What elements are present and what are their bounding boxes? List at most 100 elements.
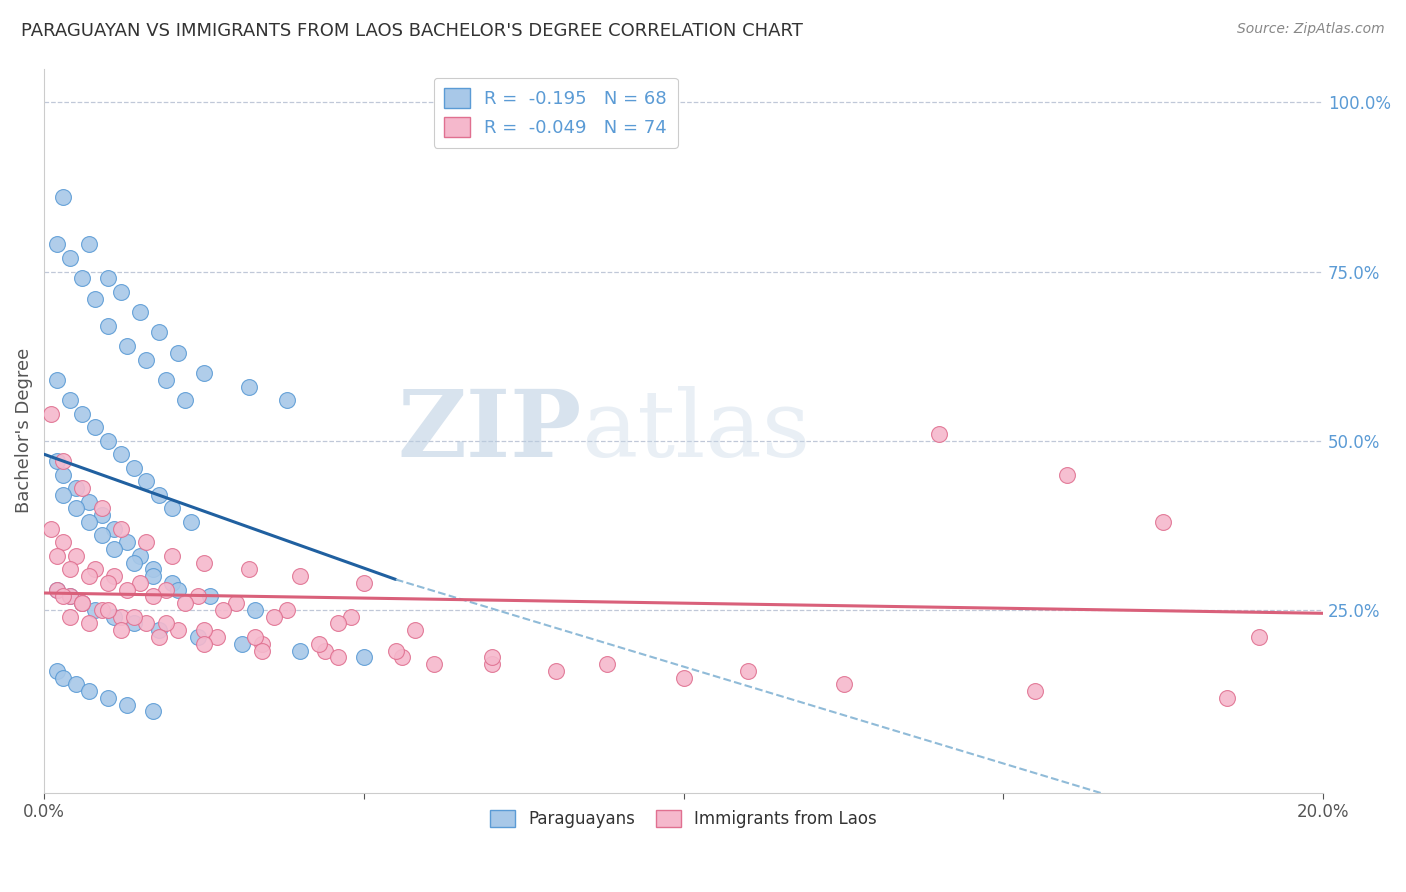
Point	[288, 643, 311, 657]
Point	[72, 271, 94, 285]
Point	[52, 190, 75, 204]
Point	[928, 427, 950, 442]
Point	[142, 569, 165, 583]
Point	[122, 556, 145, 570]
Point	[481, 657, 503, 671]
Point	[52, 488, 75, 502]
Point	[97, 318, 120, 333]
Point	[288, 569, 311, 583]
Point	[129, 575, 152, 590]
Point	[97, 575, 120, 590]
Point	[404, 624, 426, 638]
Point	[391, 650, 413, 665]
Point	[1056, 467, 1078, 482]
Point	[45, 582, 67, 597]
Point	[59, 590, 82, 604]
Point	[155, 582, 177, 597]
Point	[142, 590, 165, 604]
Point	[250, 643, 273, 657]
Point	[45, 373, 67, 387]
Point	[39, 522, 62, 536]
Point	[353, 575, 375, 590]
Point	[84, 603, 107, 617]
Point	[737, 664, 759, 678]
Text: PARAGUAYAN VS IMMIGRANTS FROM LAOS BACHELOR'S DEGREE CORRELATION CHART: PARAGUAYAN VS IMMIGRANTS FROM LAOS BACHE…	[21, 22, 803, 40]
Point	[52, 671, 75, 685]
Text: ZIP: ZIP	[396, 385, 581, 475]
Point	[263, 609, 285, 624]
Point	[328, 616, 350, 631]
Point	[59, 393, 82, 408]
Point	[129, 305, 152, 319]
Point	[832, 677, 855, 691]
Point	[45, 549, 67, 563]
Point	[103, 569, 125, 583]
Text: atlas: atlas	[581, 385, 810, 475]
Point	[84, 562, 107, 576]
Point	[187, 630, 209, 644]
Point	[52, 454, 75, 468]
Point	[77, 684, 100, 698]
Point	[110, 522, 132, 536]
Point	[110, 447, 132, 461]
Point	[225, 596, 247, 610]
Point	[160, 575, 183, 590]
Point	[84, 420, 107, 434]
Point	[308, 637, 330, 651]
Point	[180, 515, 202, 529]
Point	[103, 522, 125, 536]
Point	[142, 705, 165, 719]
Point	[187, 590, 209, 604]
Point	[45, 454, 67, 468]
Point	[97, 271, 120, 285]
Point	[173, 596, 195, 610]
Point	[59, 609, 82, 624]
Point	[672, 671, 695, 685]
Point	[238, 379, 260, 393]
Point	[97, 603, 120, 617]
Point	[148, 488, 170, 502]
Point	[238, 562, 260, 576]
Point	[59, 590, 82, 604]
Point	[212, 603, 235, 617]
Point	[117, 582, 139, 597]
Point	[135, 535, 157, 549]
Point	[148, 630, 170, 644]
Point	[167, 582, 190, 597]
Point	[72, 596, 94, 610]
Point	[77, 616, 100, 631]
Point	[193, 556, 215, 570]
Point	[77, 515, 100, 529]
Point	[231, 637, 253, 651]
Point	[72, 596, 94, 610]
Point	[117, 698, 139, 712]
Point	[160, 501, 183, 516]
Point	[340, 609, 363, 624]
Point	[423, 657, 446, 671]
Point	[59, 562, 82, 576]
Point	[122, 609, 145, 624]
Point	[39, 407, 62, 421]
Point	[65, 501, 87, 516]
Point	[328, 650, 350, 665]
Point	[1024, 684, 1046, 698]
Point	[90, 508, 112, 523]
Point	[148, 624, 170, 638]
Point	[52, 590, 75, 604]
Point	[243, 603, 266, 617]
Point	[544, 664, 567, 678]
Point	[45, 237, 67, 252]
Point	[353, 650, 375, 665]
Point	[90, 603, 112, 617]
Point	[205, 630, 228, 644]
Point	[90, 501, 112, 516]
Point	[90, 528, 112, 542]
Point	[84, 292, 107, 306]
Point	[117, 339, 139, 353]
Point	[481, 650, 503, 665]
Point	[72, 481, 94, 495]
Point	[45, 582, 67, 597]
Point	[110, 285, 132, 299]
Point	[103, 541, 125, 556]
Point	[103, 609, 125, 624]
